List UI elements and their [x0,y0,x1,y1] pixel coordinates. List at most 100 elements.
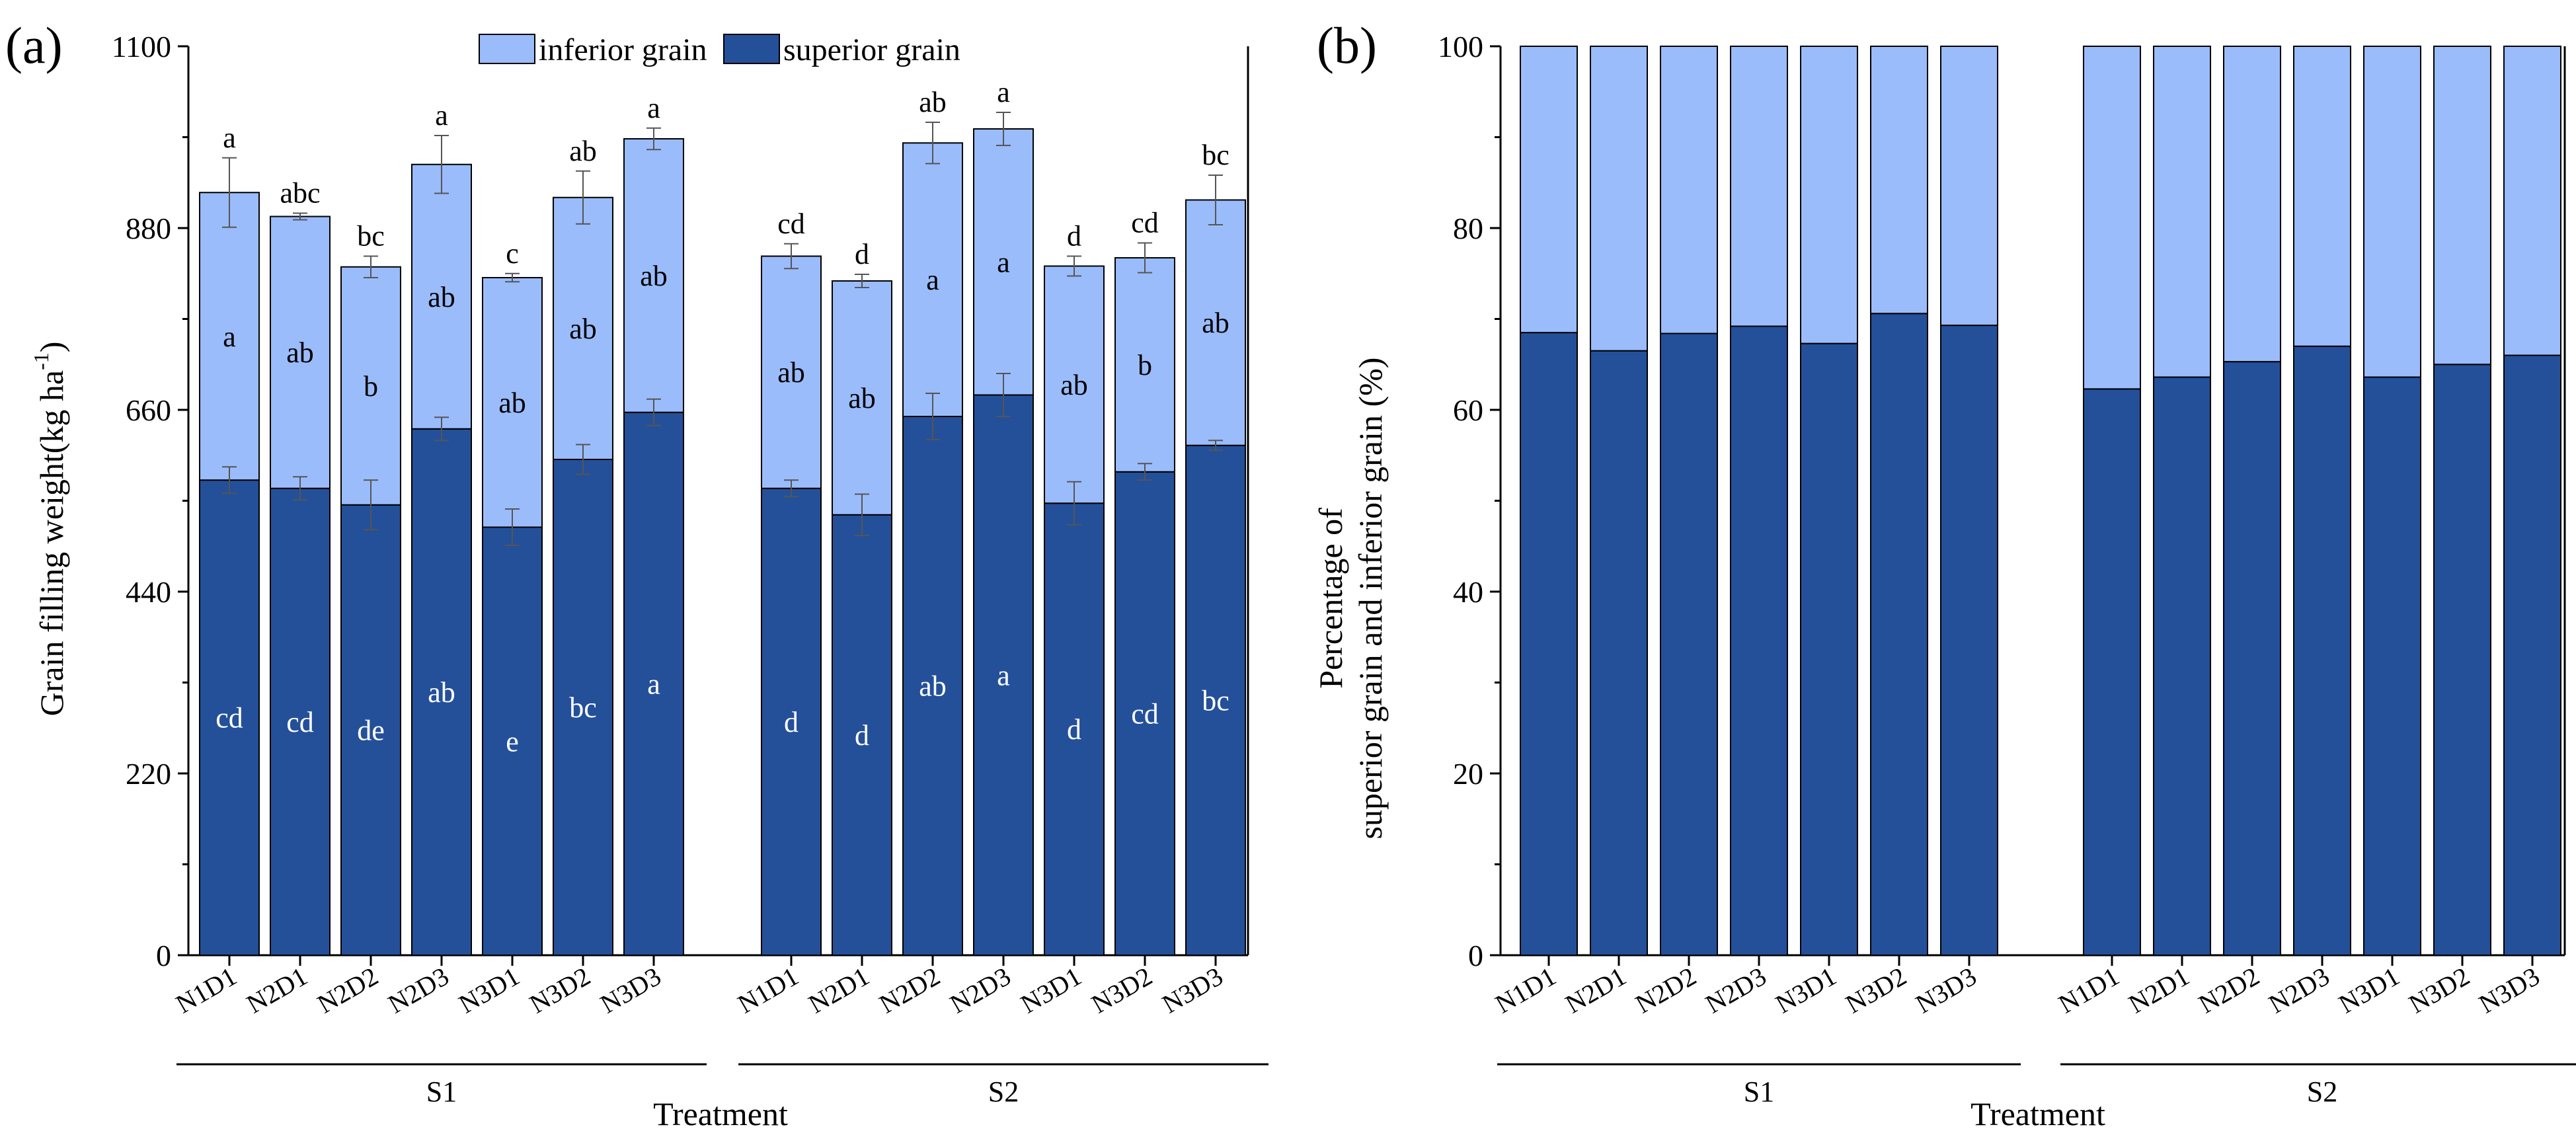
panel-a-x-tick-label: N3D3 [1157,961,1228,1019]
panel-b-group-label-S1: S1 [1744,1076,1774,1108]
panel-b-bar-inferior-S1-N3D3 [1940,46,1998,327]
panel-b-bar-superior-S1-N3D1 [1800,342,1858,956]
panel-a-superior-letter: a [647,668,660,700]
panel-a-inferior-letter: b [1138,349,1152,381]
panel-a-x-tick-label: N3D2 [524,961,595,1019]
panel-a-x-tick-label: N2D2 [874,961,945,1019]
panel-b-x-tick-label: N3D2 [2403,961,2474,1019]
panel-b-x-tick-label: N2D1 [2123,961,2194,1019]
panel-a-inferior-letter: ab [640,260,668,292]
panel-b-bars [1520,46,2561,956]
panel-b-group-label-S2: S2 [2307,1076,2337,1108]
panel-a-inferior-letter: a [997,246,1010,278]
panel-a-inferior-letter: a [223,321,236,353]
panel-b-bar-superior-S1-N1D1 [1520,332,1578,956]
panel-b-label: (b) [1317,17,1377,74]
panel-b-bar-inferior-S1-N2D2 [1660,46,1718,334]
panel-b-bar-superior-S1-N2D3 [1730,325,1788,956]
panel-a-group-label-S1: S1 [426,1076,457,1108]
panel-a-x-tick-label: N1D1 [171,961,241,1019]
panel-a-superior-letter: a [997,659,1010,691]
panel-a-total-letter: c [506,237,519,270]
panel-b-bar-inferior-S2-N1D1 [2083,46,2141,390]
panel-a-x-tick-label: N2D2 [312,961,383,1019]
panel-a-y-tick-label: 220 [126,757,171,791]
panel-b-x-tick-label: N2D2 [2193,961,2264,1019]
panel-a-bar-superior-S2-N3D2 [1114,471,1175,956]
panel-a-x-tick-label: N3D1 [453,961,524,1019]
legend-swatch-superior [723,34,780,64]
panel-a-bar-superior-S1-N2D1 [270,487,331,956]
panel-b-y-tick-label: 0 [1468,939,1483,972]
panel-a-y-axis-title: Grain filling weight(kg ha-1) [29,342,70,717]
panel-a-total-letter: bc [1202,139,1229,171]
panel-a-total-letter: ab [919,86,947,118]
panel-b-y-tick-label: 20 [1453,757,1483,791]
panel-b-y-axis-title-line2: superior grain and inferior grain (%) [1352,358,1389,840]
panel-a-total-letter: abc [280,177,320,210]
panel-a-bar-inferior-S2-N2D2 [902,142,963,417]
panel-a-total-letter: d [1067,220,1081,253]
panel-a-bars [199,112,1246,956]
panel-a-superior-letter: d [784,706,799,738]
panel-a-superior-letter: de [357,714,385,746]
panel-b-y-tick-label: 80 [1453,212,1483,245]
panel-b-bar-inferior-S1-N2D3 [1730,46,1788,327]
panel-b-y-tick-label: 40 [1453,575,1483,609]
panel-a-bar-inferior-S2-N3D2 [1114,257,1175,473]
panel-a-total-letter: ab [569,135,597,167]
panel-a-superior-letter: d [1067,713,1081,746]
panel-b-y-axis-title-line1: Percentage of [1312,508,1349,689]
panel-b-bar-superior-S2-N3D3 [2503,354,2561,956]
panel-b-x-tick-label: N3D3 [2474,961,2544,1019]
panel-a-inferior-letter: ab [286,336,314,369]
panel-a-bar-superior-S2-N3D3 [1185,444,1246,956]
panel-a-x-tick-label: N2D3 [383,961,453,1019]
panel-a-x-tick-label: N3D1 [1015,961,1086,1019]
panel-a-inferior-letter: ab [428,281,455,313]
legend-label-superior: superior grain [783,32,960,67]
panel-b-x-tick-label: N2D3 [1700,961,1771,1019]
panel-a-group-label-S2: S2 [988,1076,1019,1108]
legend-swatch-inferior [479,34,535,64]
panel-a-y-tick-label: 0 [156,939,171,972]
panel-a-bar-inferior-S2-N1D1 [761,255,822,489]
panel-a-superior-letter: cd [1131,697,1159,730]
panel-a-bar-superior-S1-N1D1 [199,479,260,956]
panel-a-x-axis-title: Treatment [653,1095,788,1132]
panel-b-bar-inferior-S2-N2D2 [2223,46,2281,363]
panel-b-x-tick-label: N3D1 [2333,961,2404,1019]
panel-b-bar-superior-S2-N3D1 [2363,376,2421,956]
panel-a-x-tick-label: N2D1 [803,961,874,1019]
panel-b-bar-inferior-S2-N2D1 [2153,46,2211,378]
panel-a-bar-superior-S1-N3D1 [482,526,543,956]
panel-a-inferior-letter: ab [1202,307,1229,339]
panel-a-total-letter: cd [1131,207,1159,239]
panel-a-superior-letter: bc [569,691,597,724]
panel-b-bar-superior-S1-N2D2 [1660,333,1718,956]
panel-b-bar-inferior-S1-N1D1 [1520,46,1578,334]
panel-a-superior-letter: ab [428,676,455,709]
panel-b-x-tick-label: N3D3 [1910,961,1981,1019]
panel-a-bar-inferior-S2-N3D3 [1185,199,1246,446]
panel-a-superior-letter: d [855,719,869,752]
panel-b-x-tick-label: N3D1 [1770,961,1841,1019]
panel-a-bar-superior-S2-N2D1 [832,514,892,956]
panel-a-bar-superior-S2-N1D1 [761,487,822,956]
panel-a-total-letter: a [435,99,448,132]
panel-b-x-axis-title: Treatment [1971,1095,2105,1132]
panel-a-total-letter: cd [777,208,805,240]
panel-b-bar-inferior-S2-N2D3 [2293,46,2351,347]
panel-b-y-tick-label: 100 [1438,30,1483,63]
panel-a-superior-letter: e [506,725,519,758]
panel-b-x-tick-label: N1D1 [1490,961,1561,1019]
panel-a-total-letter: bc [357,220,385,253]
panel-b-chart: (b) 020406080100N1D1N2D1N2D2N2D3N3D1N3D2… [1312,17,2576,1132]
panel-a-bar-inferior-S1-N3D2 [553,196,613,460]
panel-a-bar-inferior-S2-N3D1 [1044,265,1105,504]
panel-b-bar-inferior-S2-N3D3 [2503,46,2561,356]
panel-a-x-tick-label: N1D1 [732,961,803,1019]
legend-label-inferior: inferior grain [539,32,707,67]
panel-a-bar-inferior-S1-N2D1 [270,216,331,489]
